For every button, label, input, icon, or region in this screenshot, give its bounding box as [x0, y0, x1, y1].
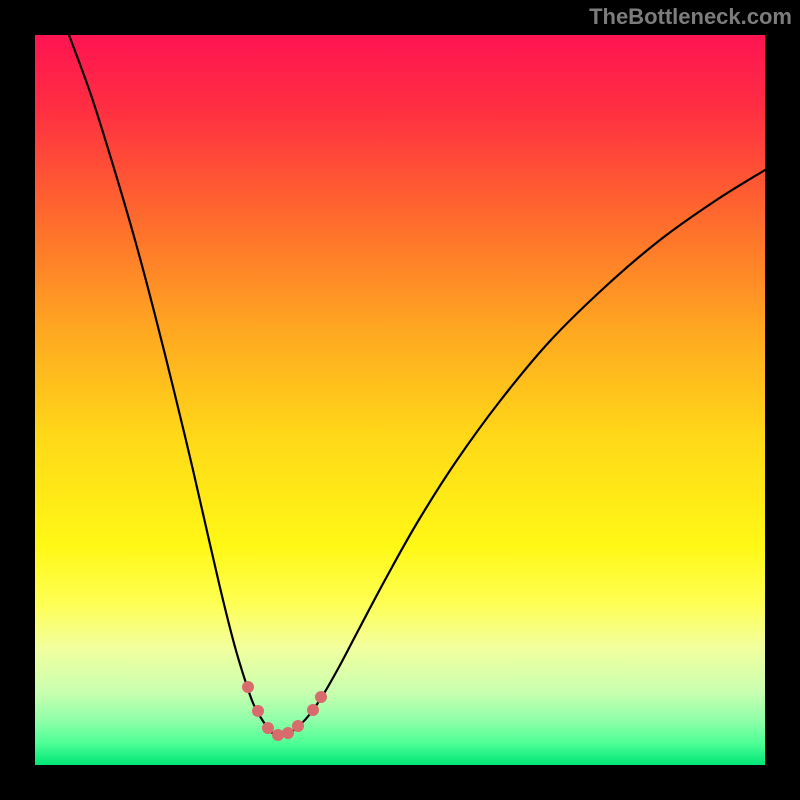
data-marker — [252, 705, 264, 717]
data-marker — [242, 681, 254, 693]
data-marker — [315, 691, 327, 703]
data-marker — [307, 704, 319, 716]
data-marker — [282, 727, 294, 739]
watermark-text: TheBottleneck.com — [589, 4, 792, 30]
bottleneck-curve — [69, 35, 765, 736]
data-marker — [262, 722, 274, 734]
curve-layer — [35, 35, 765, 765]
data-marker — [292, 720, 304, 732]
chart-container: TheBottleneck.com — [0, 0, 800, 800]
plot-area — [35, 35, 765, 765]
data-marker — [272, 729, 284, 741]
